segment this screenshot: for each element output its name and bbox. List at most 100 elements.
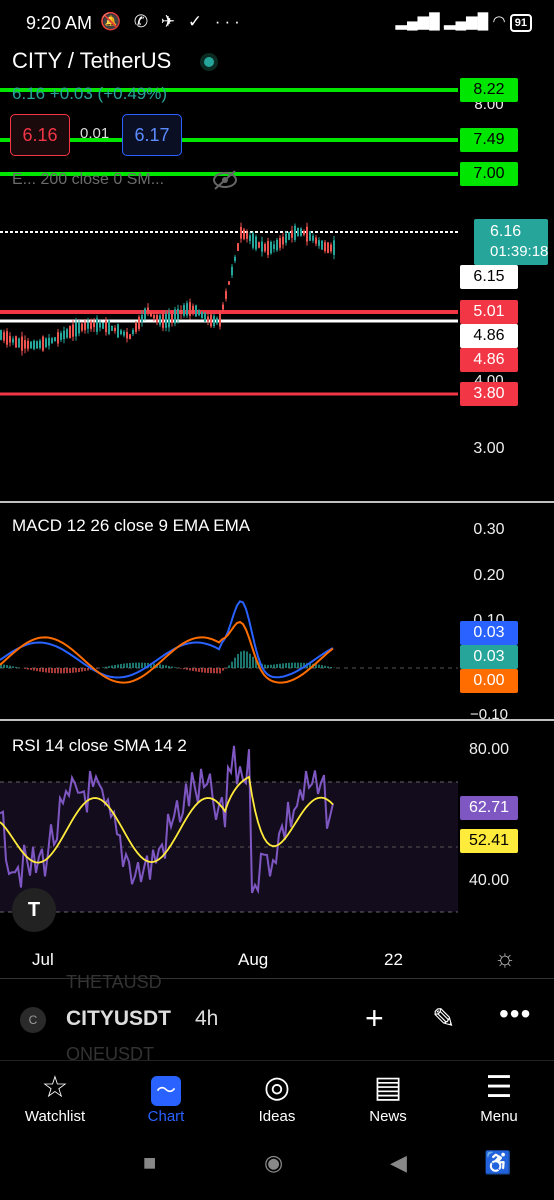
chart-canvas[interactable] (0, 0, 554, 980)
macd-histogram-bar (123, 663, 125, 668)
macd-histogram-bar (144, 662, 146, 668)
macd-histogram-bar (222, 668, 224, 671)
macd-histogram-bar (213, 668, 215, 674)
macd-histogram-bar (198, 668, 200, 672)
indicator-legend[interactable]: E... 200 close 0 SM... (12, 171, 165, 188)
nav-ideas[interactable]: ◎ Ideas (222, 1068, 332, 1125)
macd-histogram-bar (321, 665, 323, 668)
macd-histogram-bar (246, 651, 248, 668)
candle-body (330, 244, 332, 252)
candle-body (306, 226, 308, 242)
macd-title[interactable]: MACD 12 26 close 9 EMA EMA (12, 516, 251, 535)
candle-body (240, 226, 242, 239)
drawing-pen-icon[interactable]: ✎ (432, 1003, 456, 1034)
star-icon: ☆ (41, 1071, 69, 1104)
macd-histogram-bar (48, 668, 50, 673)
macd-histogram-bar (138, 662, 140, 668)
candle-body (12, 338, 14, 343)
price-label: 4.86 (460, 348, 518, 372)
ghost-symbol-above: THETAUSD (66, 972, 162, 992)
macd-histogram-bar (57, 668, 59, 674)
macd-histogram-bar (243, 650, 245, 668)
rsi-value-label: 62.71 (460, 796, 518, 820)
rsi-title[interactable]: RSI 14 close SMA 14 2 (12, 736, 187, 755)
back-icon[interactable]: ◀ (390, 1150, 407, 1175)
candle-body (15, 336, 17, 348)
macd-histogram-bar (69, 668, 71, 674)
pair-title[interactable]: CITY / TetherUS (12, 48, 172, 73)
candle-body (282, 236, 284, 245)
more-options-icon[interactable]: ••• (499, 998, 532, 1029)
candle-body (183, 304, 185, 316)
macd-histogram-bar (129, 662, 131, 668)
candle-body (87, 322, 89, 329)
market-open-indicator (200, 53, 218, 71)
candle-body (177, 308, 179, 320)
eye-off-icon (213, 170, 237, 190)
candle-body (270, 241, 272, 254)
add-icon[interactable]: + (365, 1000, 384, 1036)
macd-histogram-bar (288, 662, 290, 668)
candle-body (90, 321, 92, 329)
home-icon[interactable]: ◉ (264, 1150, 284, 1175)
candle-body (246, 233, 248, 239)
macd-histogram-bar (78, 668, 80, 673)
macd-histogram-bar (15, 666, 17, 668)
candle-body (99, 323, 101, 328)
price-label: 5.01 (460, 300, 518, 324)
nav-news[interactable]: ▤ News (333, 1068, 443, 1125)
macd-histogram-bar (207, 668, 209, 673)
macd-histogram-bar (75, 668, 77, 673)
macd-histogram-bar (210, 668, 212, 674)
candle-body (24, 340, 26, 349)
macd-histogram-bar (87, 668, 89, 671)
time-axis-tick: Jul (32, 950, 54, 969)
candle-body (180, 310, 182, 315)
rsi-band (0, 782, 458, 912)
spread-value: 0.01 (80, 125, 110, 142)
nav-chart[interactable]: 〜 Chart (111, 1068, 221, 1125)
candle-body (333, 240, 335, 255)
candle-body (168, 312, 170, 328)
candle-body (294, 225, 296, 240)
nav-menu[interactable]: ☰ Menu (444, 1068, 554, 1125)
candle-body (276, 239, 278, 251)
candle-body (156, 314, 158, 323)
tradingview-logo-icon[interactable]: T (12, 888, 56, 932)
candle-body (39, 340, 41, 348)
macd-histogram-bar (174, 667, 176, 668)
candle-body (231, 266, 233, 276)
candle-body (126, 331, 128, 339)
buy-button[interactable]: 6.17 (122, 114, 182, 156)
settings-gear-icon[interactable]: ☼ (494, 945, 516, 972)
sell-button[interactable]: 6.16 (10, 114, 70, 156)
candle-body (258, 242, 260, 248)
recents-icon[interactable]: ■ (143, 1150, 157, 1175)
candle-body (33, 340, 35, 350)
macd-histogram-bar (240, 651, 242, 668)
nav-watchlist[interactable]: ☆ Watchlist (0, 1068, 110, 1125)
macd-histogram-bar (9, 665, 11, 668)
macd-histogram-bar (33, 668, 35, 671)
candle-body (324, 242, 326, 252)
accessibility-icon[interactable]: ♿ (484, 1150, 512, 1175)
status-time: 9:20 AM (26, 13, 93, 33)
nav-label: Chart (147, 1108, 185, 1125)
macd-histogram-bar (150, 663, 152, 668)
candle-body (159, 315, 161, 325)
macd-axis-tick: −0.10 (470, 706, 508, 723)
macd-histogram-bar (234, 657, 236, 668)
macd-histogram-bar (300, 662, 302, 668)
candle-body (303, 231, 305, 235)
interval-selector[interactable]: 4h (195, 1007, 219, 1030)
macd-histogram-bar (12, 666, 14, 668)
macd-histogram-bar (327, 666, 329, 668)
rsi-sma-label: 52.41 (460, 829, 518, 853)
bulb-icon: ◎ (263, 1071, 291, 1104)
macd-histogram-bar (255, 659, 257, 668)
candle-body (174, 309, 176, 324)
macd-histogram-bar (228, 665, 230, 668)
candle-body (117, 324, 119, 338)
symbol-name[interactable]: CITYUSDT (66, 1007, 171, 1030)
battery-icon: 91 (509, 14, 532, 32)
